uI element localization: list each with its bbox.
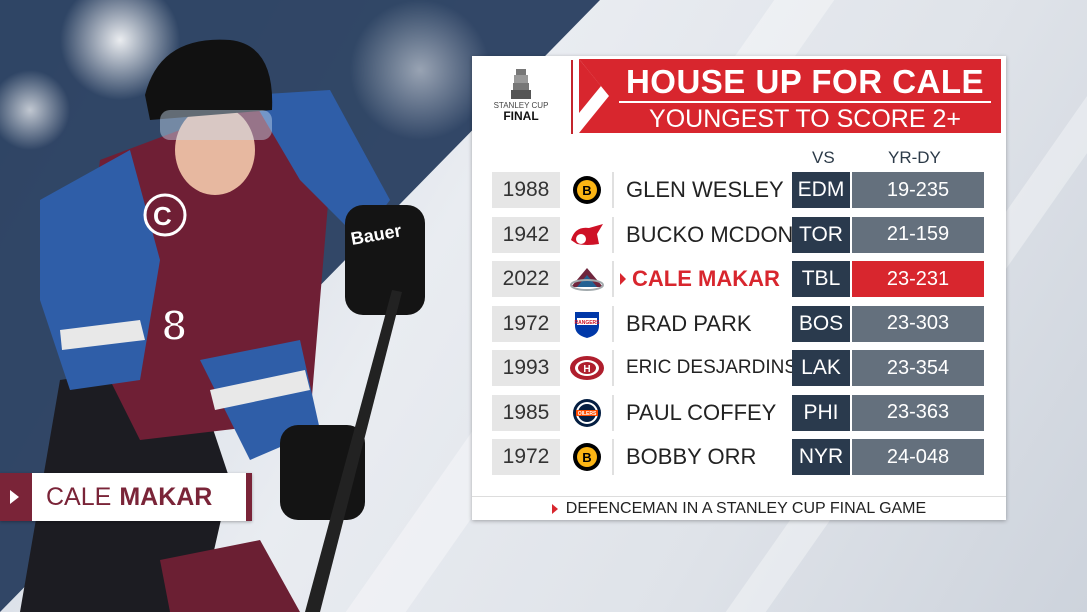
row-player: BOBBY ORR (614, 439, 790, 475)
row-age: 23-231 (852, 261, 984, 297)
svg-text:H: H (583, 364, 590, 375)
bruins-logo-icon: B (562, 172, 612, 208)
row-player: BRAD PARK (614, 305, 790, 342)
svg-text:B: B (582, 183, 591, 198)
stanley-cup-icon (511, 68, 531, 99)
row-player: ERIC DESJARDINS (3) (614, 350, 826, 386)
row-age: 23-303 (852, 305, 984, 342)
footnote-text: DEFENCEMAN IN A STANLEY CUP FINAL GAME (565, 500, 927, 517)
stanley-cup-final-logo: STANLEY CUP FINAL (472, 56, 570, 134)
player-nameplate: CALE MAKAR (0, 473, 252, 521)
logo-line2: FINAL (503, 108, 539, 123)
row-year: 1985 (492, 394, 560, 431)
row-player: BUCKO MCDONALD (614, 216, 836, 253)
red-wings-logo-icon (562, 216, 612, 253)
bruins-logo-icon: B (562, 439, 612, 475)
row-player: CALE MAKAR (614, 261, 790, 297)
row-opponent: PHI (792, 394, 850, 431)
table-row: 1972 RANGERS BRAD PARK BOS 23-303 (492, 305, 984, 342)
logo-line1: STANLEY CUP (493, 100, 549, 110)
row-age: 19-235 (852, 172, 984, 208)
graphic-subtitle: YOUNGEST TO SCORE 2+ GOALS (649, 105, 961, 162)
table-row: 1985 OILERS PAUL COFFEY PHI 23-363 (492, 394, 984, 431)
row-opponent: NYR (792, 439, 850, 475)
table-row: 2022 CALE MAKAR TBL 23-231 (492, 261, 984, 297)
row-year: 1993 (492, 350, 560, 386)
svg-text:RANGERS: RANGERS (574, 320, 600, 326)
canadiens-logo-icon: H (562, 350, 612, 386)
rangers-logo-icon: RANGERS (562, 305, 612, 342)
row-age: 24-048 (852, 439, 984, 475)
footnote-bullet-icon (551, 504, 558, 514)
stats-panel: STANLEY CUP FINAL HOUSE UP FOR CALE YOUN… (472, 56, 1006, 520)
row-age: 23-354 (852, 350, 984, 386)
graphic-title: HOUSE UP FOR CALE (625, 63, 985, 100)
row-opponent: TOR (792, 216, 850, 253)
jersey-number: 8 (162, 301, 186, 350)
table-row: 1942 BUCKO MCDONALD TOR 21-159 (492, 216, 984, 253)
row-age: 23-363 (852, 394, 984, 431)
nameplate-tag (0, 473, 32, 521)
row-player: GLEN WESLEY (614, 172, 790, 208)
row-opponent: EDM (792, 172, 850, 208)
nameplate-bar (246, 473, 252, 521)
row-opponent: BOS (792, 305, 850, 342)
row-age: 21-159 (852, 216, 984, 253)
highlight-pointer-icon (620, 273, 626, 285)
table-row: 1993 H ERIC DESJARDINS (3) LAK 23-354 (492, 350, 984, 386)
row-year: 1988 (492, 172, 560, 208)
row-year: 2022 (492, 261, 560, 297)
player-photo: 8 C Bauer (20, 39, 425, 612)
header-vs: VS (812, 148, 835, 167)
svg-text:OILERS: OILERS (578, 411, 597, 417)
svg-text:C: C (153, 201, 172, 231)
footnote: DEFENCEMAN IN A STANLEY CUP FINAL GAME (472, 496, 1006, 521)
avalanche-logo-icon (562, 261, 612, 297)
table-row: 1972 B BOBBY ORR NYR 24-048 (492, 439, 984, 475)
nameplate-first-name: CALE (46, 482, 112, 511)
row-opponent: TBL (792, 261, 850, 297)
svg-text:B: B (582, 450, 591, 465)
row-year: 1942 (492, 216, 560, 253)
title-banner: HOUSE UP FOR CALE YOUNGEST TO SCORE 2+ G… (579, 59, 1001, 162)
header-age: YR-DY (888, 148, 941, 167)
row-player: PAUL COFFEY (614, 394, 790, 431)
row-opponent: LAK (792, 350, 850, 386)
row-year: 1972 (492, 305, 560, 342)
logo-divider (571, 60, 573, 134)
nameplate-last-name: MAKAR (119, 482, 213, 511)
table-row: 1988 B GLEN WESLEY EDM 19-235 (492, 172, 984, 208)
oilers-logo-icon: OILERS (562, 394, 612, 431)
row-year: 1972 (492, 439, 560, 475)
